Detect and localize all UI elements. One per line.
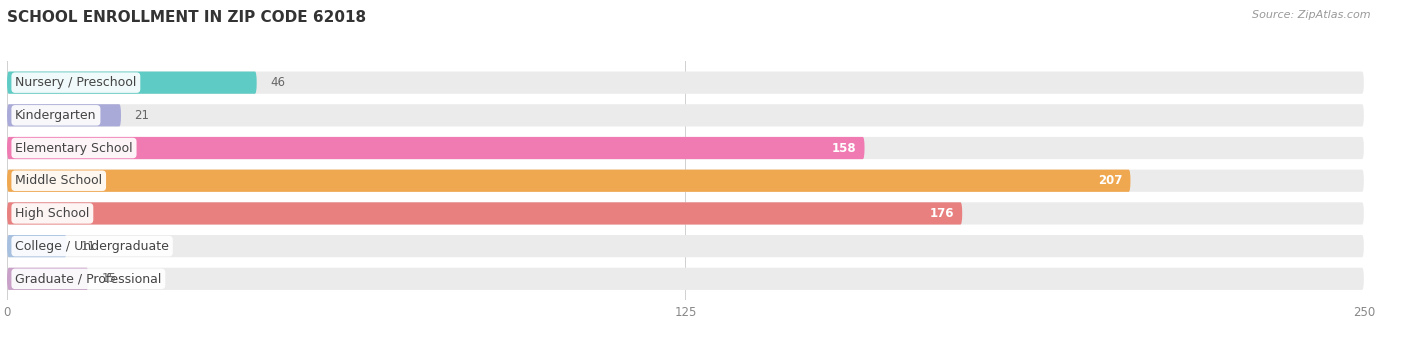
Text: SCHOOL ENROLLMENT IN ZIP CODE 62018: SCHOOL ENROLLMENT IN ZIP CODE 62018 xyxy=(7,10,366,25)
Text: 46: 46 xyxy=(270,76,285,89)
Text: 21: 21 xyxy=(135,109,149,122)
Text: Nursery / Preschool: Nursery / Preschool xyxy=(15,76,136,89)
Text: 15: 15 xyxy=(103,272,117,285)
FancyBboxPatch shape xyxy=(7,235,1364,257)
FancyBboxPatch shape xyxy=(7,235,66,257)
FancyBboxPatch shape xyxy=(7,72,257,94)
FancyBboxPatch shape xyxy=(7,104,121,127)
FancyBboxPatch shape xyxy=(7,137,865,159)
FancyBboxPatch shape xyxy=(7,169,1364,192)
Text: Middle School: Middle School xyxy=(15,174,103,187)
FancyBboxPatch shape xyxy=(7,202,1364,224)
Text: Graduate / Professional: Graduate / Professional xyxy=(15,272,162,285)
Text: Source: ZipAtlas.com: Source: ZipAtlas.com xyxy=(1253,10,1371,20)
FancyBboxPatch shape xyxy=(7,137,1364,159)
Text: 158: 158 xyxy=(832,142,856,154)
FancyBboxPatch shape xyxy=(7,72,1364,94)
Text: College / Undergraduate: College / Undergraduate xyxy=(15,240,169,253)
Text: High School: High School xyxy=(15,207,90,220)
Text: Kindergarten: Kindergarten xyxy=(15,109,97,122)
Text: 207: 207 xyxy=(1098,174,1122,187)
FancyBboxPatch shape xyxy=(7,268,1364,290)
Text: 176: 176 xyxy=(929,207,955,220)
FancyBboxPatch shape xyxy=(7,268,89,290)
Text: Elementary School: Elementary School xyxy=(15,142,132,154)
FancyBboxPatch shape xyxy=(7,202,962,224)
FancyBboxPatch shape xyxy=(7,104,1364,127)
Text: 11: 11 xyxy=(80,240,96,253)
FancyBboxPatch shape xyxy=(7,169,1130,192)
